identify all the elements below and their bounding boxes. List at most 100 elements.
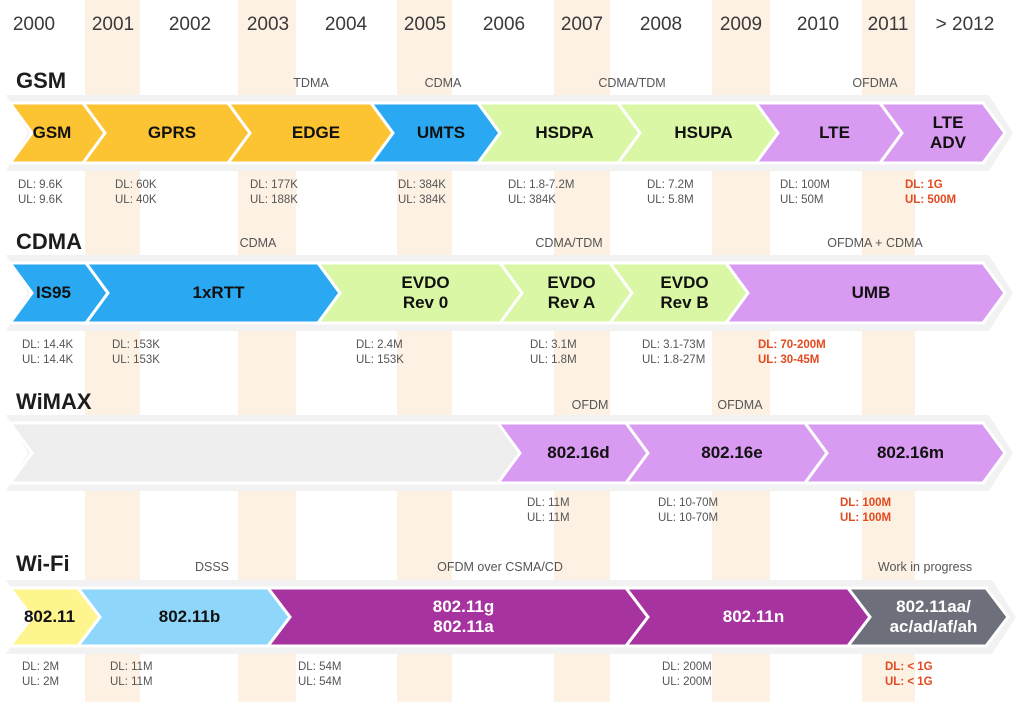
year-label: 2003	[246, 14, 290, 35]
uplink-rate: UL: 384K	[508, 194, 556, 206]
uplink-rate: UL: 1.8M	[530, 354, 577, 366]
data-rate: DL: 2.4M UL: 153K	[356, 338, 404, 368]
technology-label: TDMA	[293, 76, 329, 90]
segment-label: 802.11aa/ ac/ad/af/ah	[889, 597, 978, 636]
data-rate: DL: 9.6K UL: 9.6K	[18, 178, 63, 208]
uplink-rate: UL: 188K	[250, 194, 298, 206]
segment-label: HSDPA	[535, 123, 594, 142]
downlink-rate: DL: 11M	[110, 661, 153, 673]
downlink-rate: DL: 200M	[662, 661, 712, 673]
downlink-rate: DL: 54M	[298, 661, 342, 673]
segment-track	[6, 586, 1010, 648]
technology-label: OFDMA	[852, 76, 898, 90]
downlink-rate: DL: 2.4M	[356, 339, 403, 351]
uplink-rate: UL: 1.8-27M	[642, 354, 706, 366]
uplink-rate: UL: < 1G	[885, 676, 933, 688]
downlink-rate: DL: 10-70M	[658, 497, 719, 509]
year-label: 2007	[560, 14, 604, 35]
uplink-rate: UL: 153K	[112, 354, 160, 366]
year-label: 2010	[796, 14, 840, 35]
section-title-wi-fi: Wi-Fi	[16, 551, 70, 576]
downlink-rate: DL: 70-200M	[758, 339, 826, 351]
technology-label: OFDMA + CDMA	[827, 236, 923, 250]
segment-label: 802.11b	[158, 607, 221, 626]
segment-label: 802.16d	[547, 443, 610, 462]
segment-label: 802.11	[23, 607, 76, 626]
technology-label: Work in progress	[877, 560, 973, 574]
data-rate: DL: 153K UL: 153K	[112, 338, 160, 368]
year-label: > 2012	[935, 14, 995, 35]
segment-label: 802.11n	[722, 607, 785, 626]
year-label: 2008	[639, 14, 683, 35]
segment-label: HSUPA	[674, 123, 733, 142]
technology-label: CDMA/TDM	[598, 76, 666, 90]
timeline-segment	[844, 586, 1010, 648]
year-label: 2009	[719, 14, 763, 35]
downlink-rate: DL: 3.1M	[530, 339, 577, 351]
year-label: 2001	[91, 14, 135, 35]
year-label: 2006	[482, 14, 526, 35]
data-rate: DL: 11M UL: 11M	[527, 496, 570, 526]
timeline-segment	[802, 421, 1007, 485]
year-label: 2000	[12, 14, 56, 35]
segment-track	[7, 101, 1007, 165]
segment-label: LTE ADV	[930, 113, 966, 152]
segment-label: 802.16m	[876, 443, 945, 462]
downlink-rate: DL: 177K	[250, 179, 298, 191]
downlink-rate: DL: 1.8-7.2M	[508, 179, 575, 191]
data-rate: DL: 10-70M UL: 10-70M	[658, 496, 718, 526]
technology-label: CDMA	[239, 236, 277, 250]
timeline-segment	[7, 421, 522, 485]
data-rate: DL: 14.4K UL: 14.4K	[22, 338, 73, 368]
uplink-rate: UL: 40K	[115, 194, 157, 206]
segment-label: EVDO Rev B	[660, 273, 709, 312]
uplink-rate: UL: 11M	[110, 676, 153, 688]
uplink-rate: UL: 2M	[22, 676, 60, 688]
downlink-rate: DL: 2M	[22, 661, 60, 673]
data-rate: DL: 70-200M UL: 30-45M	[758, 338, 826, 368]
year-label: 2005	[403, 14, 447, 35]
data-rate: DL: 2M UL: 2M	[22, 660, 59, 690]
downlink-rate: DL: 14.4K	[22, 339, 74, 351]
uplink-rate: UL: 54M	[298, 676, 342, 688]
segment-label: EVDO Rev A	[547, 273, 596, 312]
data-rate: DL: 384K UL: 384K	[398, 178, 446, 208]
data-rate: DL: 7.2M UL: 5.8M	[647, 178, 694, 208]
technology-label: DSSS	[194, 560, 230, 574]
data-rate: DL: 3.1M UL: 1.8M	[530, 338, 577, 368]
data-rate: DL: 177K UL: 188K	[250, 178, 298, 208]
segment-label: 802.16e	[701, 443, 763, 462]
uplink-rate: UL: 200M	[662, 676, 712, 688]
segment-track	[7, 421, 1007, 485]
uplink-rate: UL: 153K	[356, 354, 404, 366]
data-rate: DL: 60K UL: 40K	[115, 178, 157, 208]
year-label: 2011	[867, 14, 909, 35]
downlink-rate: DL: 384K	[398, 179, 446, 191]
segment-label: 802.11g 802.11a	[432, 597, 495, 636]
segment-label: EDGE	[291, 123, 341, 142]
downlink-rate: DL: 11M	[527, 497, 570, 509]
section-title-cdma: CDMA	[16, 229, 82, 254]
segment-label: LTE	[819, 123, 850, 142]
timeline-segment	[723, 261, 1007, 325]
segment-label: IS95	[36, 283, 71, 302]
data-rate: DL: 200M UL: 200M	[662, 660, 712, 690]
data-rate: DL: 3.1-73M UL: 1.8-27M	[642, 338, 705, 368]
downlink-rate: DL: 100M	[840, 497, 892, 509]
uplink-rate: UL: 100M	[840, 512, 892, 524]
segment-label: EVDO Rev 0	[401, 273, 450, 312]
year-label: 2004	[324, 14, 368, 35]
data-rate: DL: < 1G UL: < 1G	[885, 660, 933, 690]
segment-label: GSM	[32, 123, 72, 142]
segment-label: 1xRTT	[192, 283, 245, 302]
data-rate: DL: 54M UL: 54M	[298, 660, 341, 690]
section-title-wimax: WiMAX	[16, 389, 92, 414]
uplink-rate: UL: 10-70M	[658, 512, 719, 524]
downlink-rate: DL: 1G	[905, 179, 943, 191]
uplink-rate: UL: 384K	[398, 194, 446, 206]
technology-label: OFDM	[571, 398, 609, 412]
data-rate: DL: 100M UL: 50M	[780, 178, 830, 208]
technology-label: OFDM over CSMA/CD	[437, 560, 563, 574]
downlink-rate: DL: 3.1-73M	[642, 339, 706, 351]
year-label: 2002	[168, 14, 212, 35]
